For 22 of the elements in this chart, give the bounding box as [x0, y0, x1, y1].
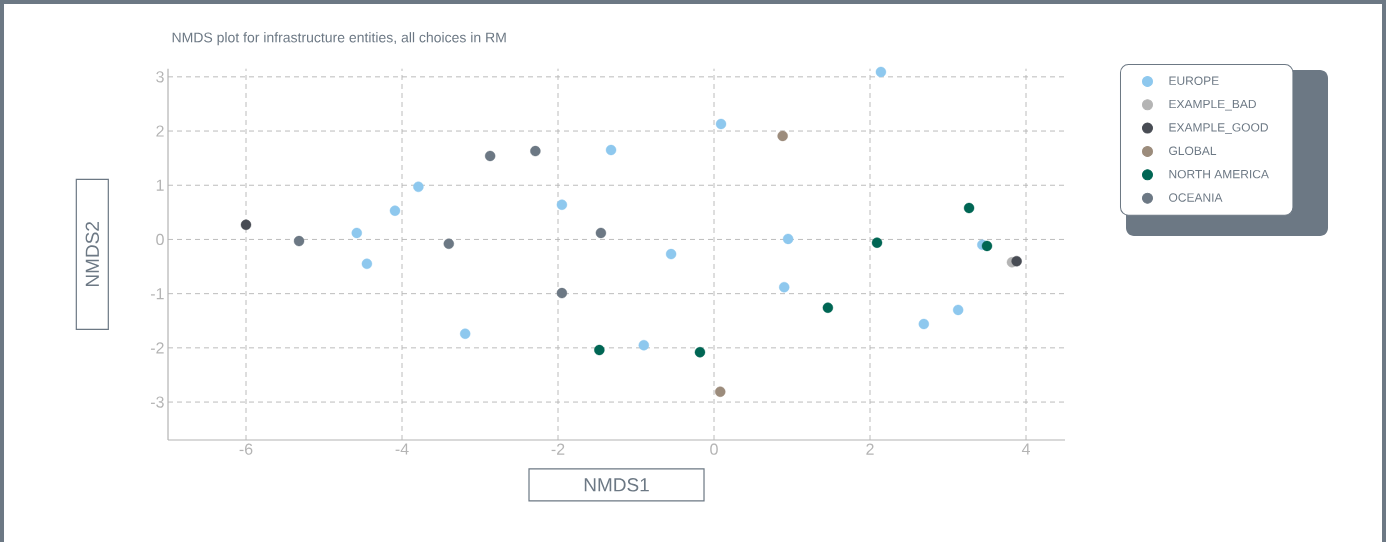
x-tick-label: -4: [395, 443, 409, 455]
chart-title: NMDS plot for infrastructure entities, all choices in RM: [172, 32, 506, 46]
legend-label: NORTH AMERICA: [1169, 169, 1269, 179]
legend-label: EXAMPLE_BAD: [1169, 99, 1256, 111]
y-tick-label: -1: [150, 288, 164, 300]
x-tick-label: 0: [710, 443, 718, 455]
legend-label: OCEANIA: [1169, 193, 1223, 202]
y-tick-label: 1: [156, 179, 164, 191]
y-axis-title: NMDS2: [85, 222, 100, 287]
y-tick-label: 3: [156, 71, 164, 83]
x-tick-label: 2: [866, 443, 874, 455]
legend-label: EUROPE: [1169, 76, 1219, 85]
x-tick-label: -2: [551, 443, 565, 455]
x-tick-label: -6: [239, 443, 253, 455]
y-tick-label: 2: [156, 125, 164, 137]
y-tick-label: -3: [150, 396, 164, 408]
x-tick-label: 4: [1021, 443, 1030, 455]
x-axis-title: NMDS1: [584, 478, 649, 492]
y-tick-label: -2: [150, 342, 164, 354]
legend-label: GLOBAL: [1169, 146, 1217, 155]
y-tick-label: 0: [156, 233, 164, 246]
legend-label: EXAMPLE_GOOD: [1169, 123, 1268, 134]
